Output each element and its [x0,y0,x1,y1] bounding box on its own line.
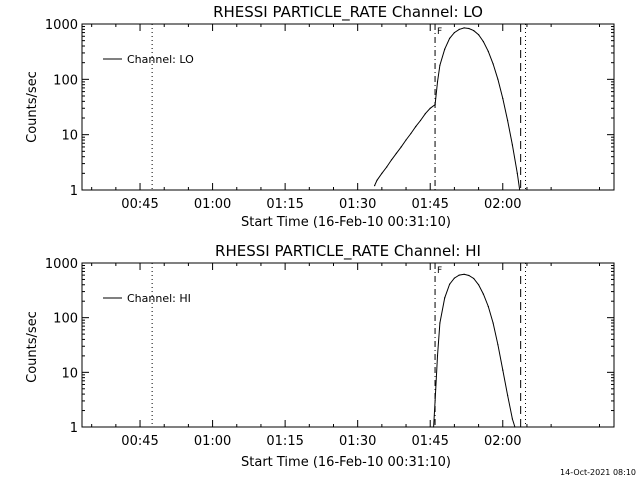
data-point [439,64,441,66]
x-tick-label: 01:15 [266,197,303,212]
plot-frame [81,23,615,191]
data-point [434,104,436,106]
data-point [502,369,504,371]
data-point [436,81,439,83]
chart-title: RHESSI PARTICLE_RATE Channel: HI [215,242,481,261]
y-tick-label: 1000 [45,18,78,33]
series-group [433,273,516,428]
data-point [463,273,465,275]
data-point [473,277,475,280]
data-point [468,27,470,30]
data-point [519,189,521,191]
data-point [386,166,388,168]
flag-label: F [437,27,442,37]
data-point [436,355,439,357]
data-point [468,274,470,277]
data-point [453,277,455,279]
x-tick-label: 01:30 [339,197,376,212]
data-point [415,126,417,128]
marker-lines: F [151,263,526,427]
data-point [492,322,494,324]
x-tick-label: 02:00 [484,197,521,212]
legend: Channel: HI [103,292,191,305]
series-line-0 [433,273,516,428]
x-tick-label: 01:00 [194,197,231,212]
data-point [463,27,465,29]
x-axis-label: Start Time (16-Feb-10 00:31:10) [241,215,451,230]
series-group [374,27,521,191]
data-point [511,144,513,146]
data-point [497,344,499,346]
data-point [376,179,378,181]
data-point [492,63,494,65]
marker-lines: F [151,24,526,190]
y-tick-label: 1 [70,184,78,199]
data-point [507,394,509,396]
data-point [458,28,460,30]
data-point [478,284,480,286]
data-point [400,146,402,148]
data-point [444,48,446,50]
data-point [453,31,455,34]
chart-panel-lo: RHESSI PARTICLE_RATE Channel: LO Counts/… [25,3,615,230]
legend-label: Channel: LO [127,53,194,66]
x-tick-label: 02:00 [484,434,521,449]
x-axis-label: Start Time (16-Feb-10 00:31:10) [241,455,451,470]
data-point [424,113,426,115]
data-point [390,159,393,161]
data-point [419,119,422,122]
data-point [482,41,484,43]
data-point [458,274,460,276]
data-point [439,322,441,324]
plot-frame [81,262,615,428]
data-point [429,107,431,109]
y-axis-label: Counts/sec [25,311,40,383]
y-tick-label: 10 [61,129,78,144]
timestamp: 14-Oct-2021 08:10 [560,468,636,477]
data-point [444,297,446,299]
data-point [449,283,451,285]
data-point [487,305,489,308]
data-point [514,426,516,428]
y-tick-label: 100 [53,73,78,88]
data-point [410,132,412,135]
data-point [497,78,499,80]
data-point [482,293,484,295]
data-point [502,97,504,100]
y-tick-label: 10 [61,366,78,381]
data-point [449,37,451,40]
x-tick-label: 01:45 [411,434,448,449]
x-tick-label: 00:45 [121,434,158,449]
x-tick-label: 01:00 [194,434,231,449]
x-tick-label: 00:45 [121,197,158,212]
chart-title: RHESSI PARTICLE_RATE Channel: LO [213,3,483,22]
y-axis-label: Counts/sec [25,71,40,143]
data-point [478,34,480,36]
data-point [473,30,475,32]
ticks-group: 00:45 01:00 01:15 01:30 01:45 02:00 1 10 100 1000 [45,18,614,212]
data-point [381,172,383,174]
data-point [434,400,436,402]
x-tick-label: 01:45 [411,197,448,212]
legend-label: Channel: HI [127,292,191,305]
data-point [433,426,435,428]
data-point [374,185,376,187]
data-point [511,418,513,420]
chart-panel-hi: RHESSI PARTICLE_RATE Channel: HI Counts/… [25,242,615,470]
y-tick-label: 1 [70,421,78,436]
y-tick-label: 100 [53,312,78,327]
ticks-group: 00:45 01:00 01:15 01:30 01:45 02:00 1 10 100 1000 [45,257,614,449]
flag-label: F [437,266,442,276]
data-point [395,152,397,154]
y-tick-label: 1000 [45,257,78,272]
x-tick-label: 01:15 [266,434,303,449]
x-tick-label: 01:30 [339,434,376,449]
data-point [405,139,407,141]
data-point [487,50,489,53]
legend: Channel: LO [103,53,194,66]
data-point [507,119,509,122]
data-point [516,172,518,174]
